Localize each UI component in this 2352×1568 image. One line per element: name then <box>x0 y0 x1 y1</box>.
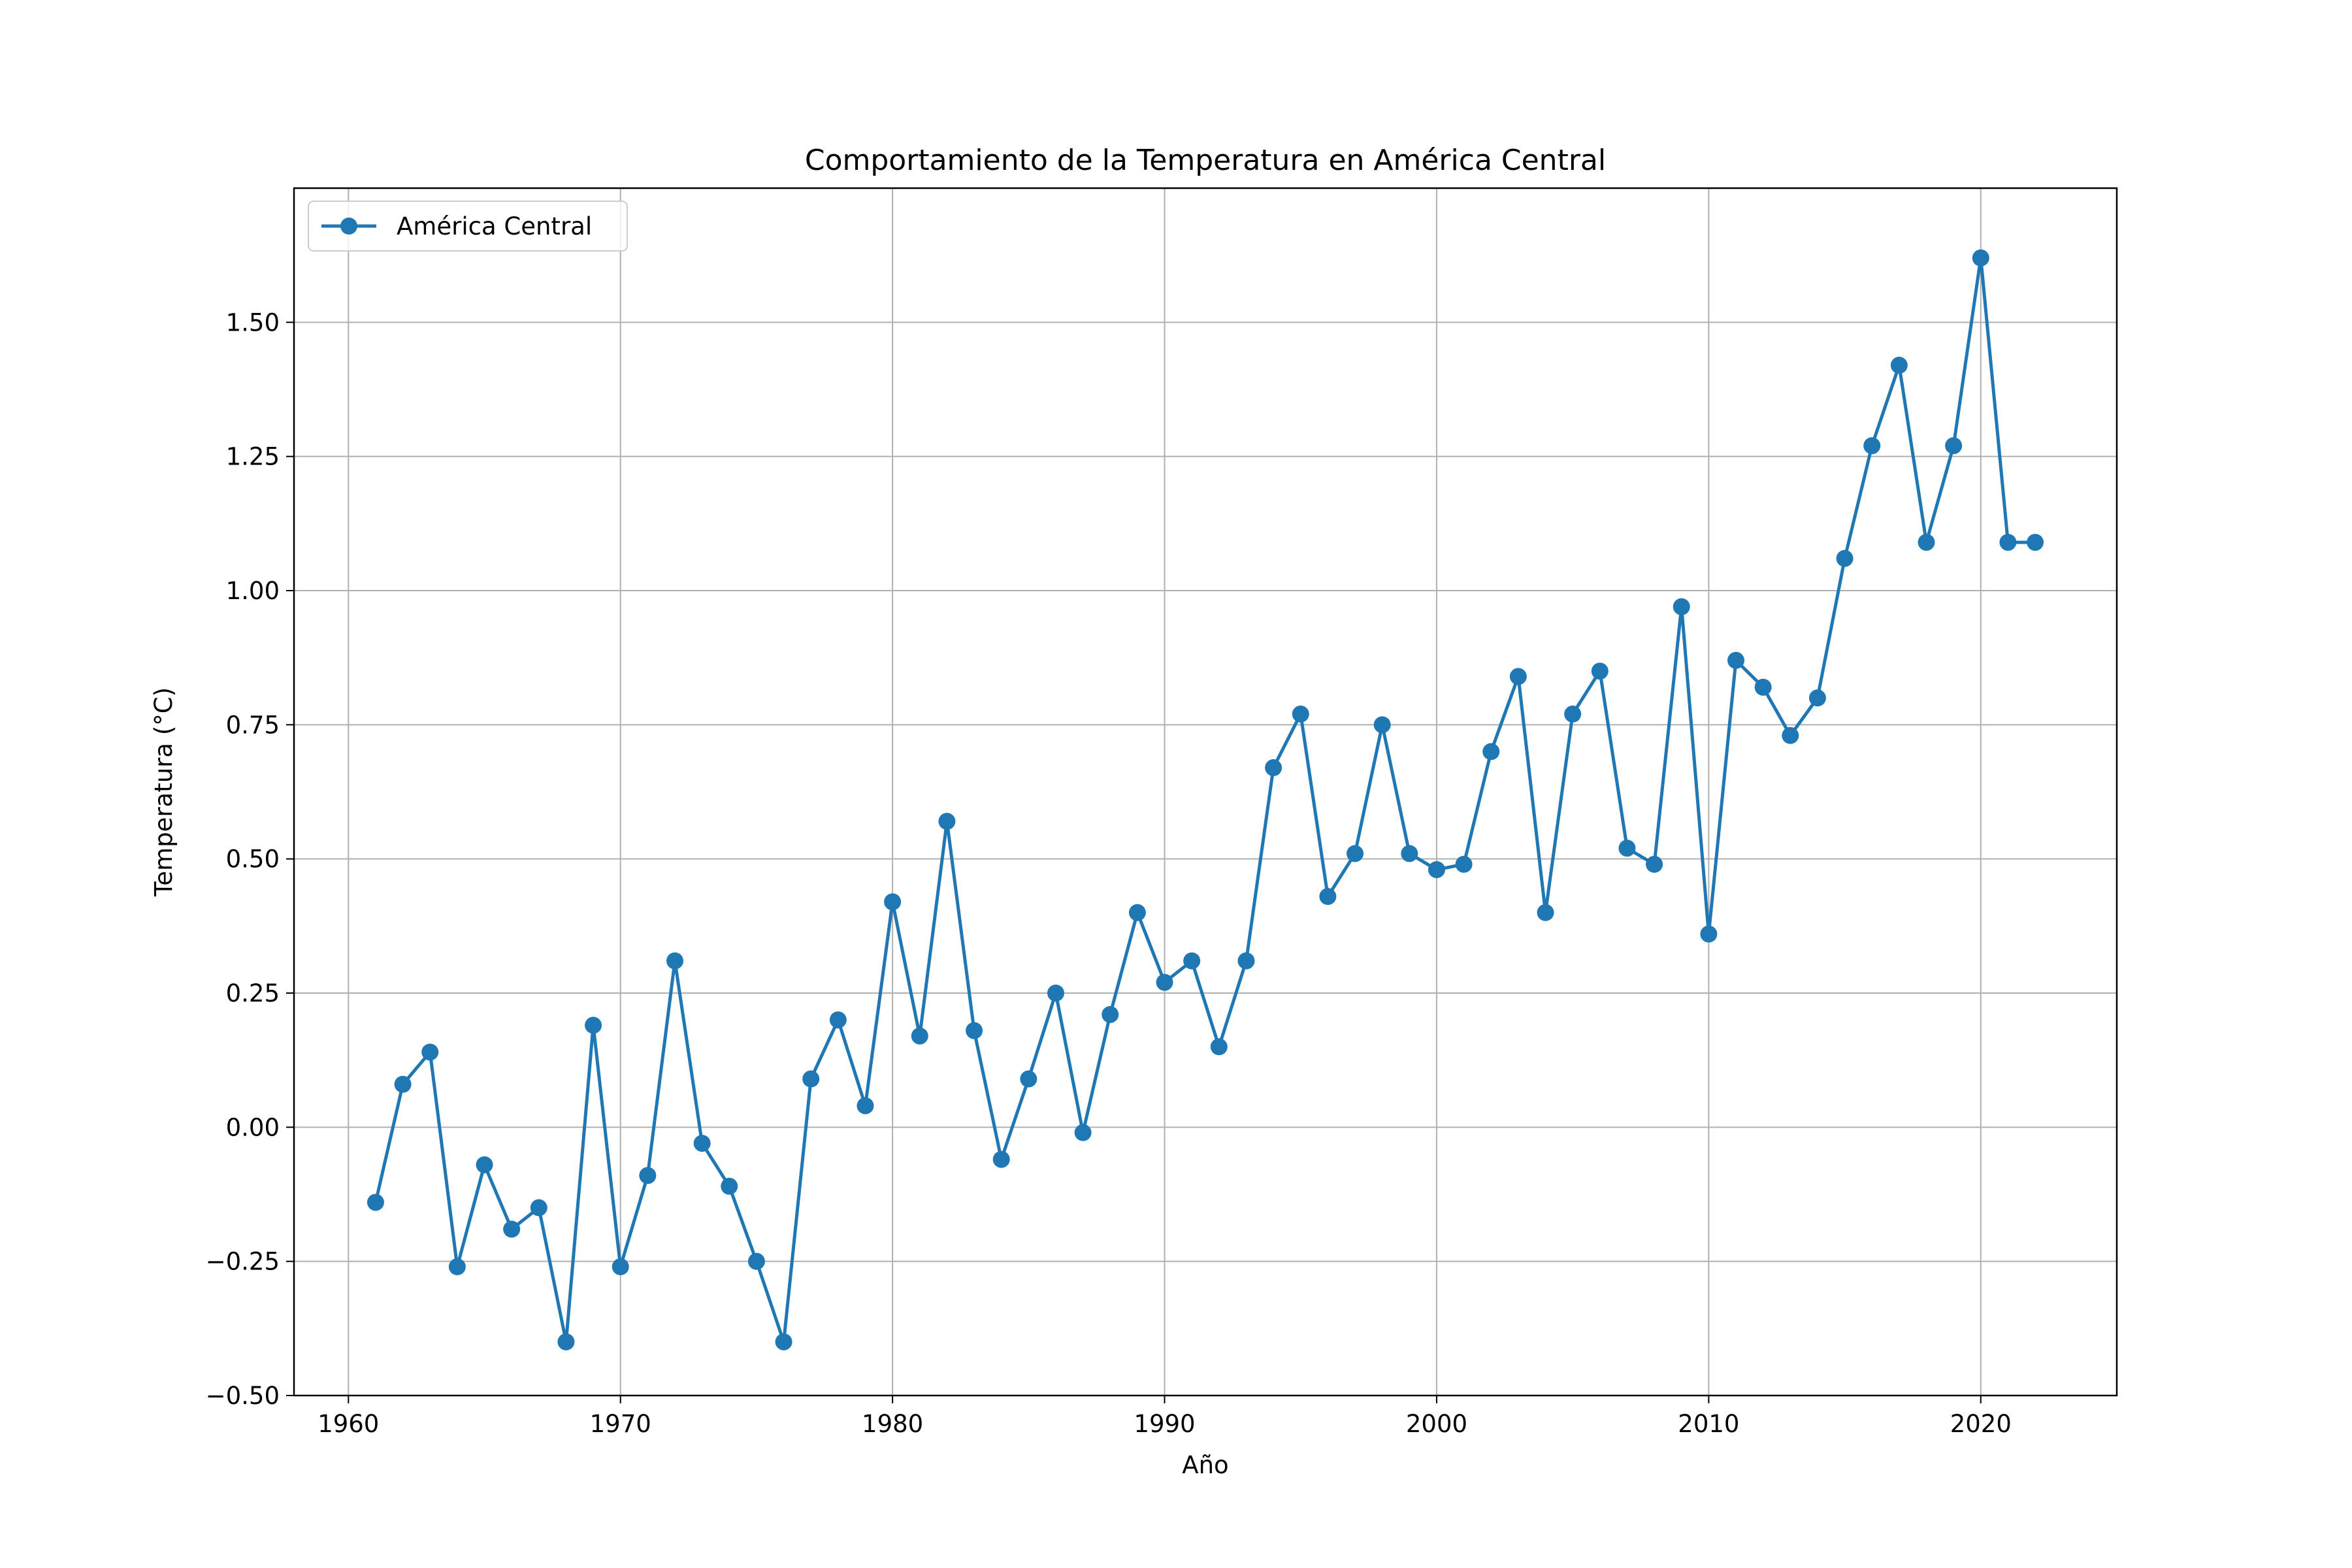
data-point <box>857 1097 874 1115</box>
data-point <box>557 1333 575 1350</box>
y-tick-label: 1.50 <box>226 308 280 336</box>
data-point <box>1999 534 2017 551</box>
data-point <box>1373 716 1391 734</box>
data-point <box>1047 985 1064 1002</box>
data-point <box>1237 952 1255 970</box>
y-tick-label: 0.75 <box>226 711 280 739</box>
data-point <box>612 1258 629 1275</box>
data-point <box>1863 437 1881 455</box>
data-point <box>1836 549 1854 567</box>
legend: América Central <box>308 201 628 252</box>
data-point <box>1700 925 1718 943</box>
data-point <box>666 952 683 970</box>
data-point <box>585 1017 602 1034</box>
data-point <box>1808 689 1826 707</box>
data-point <box>1564 705 1582 723</box>
data-point <box>938 813 956 830</box>
data-point <box>476 1156 493 1173</box>
data-point <box>1673 598 1690 615</box>
data-point <box>1102 1005 1119 1023</box>
data-point <box>2027 534 2044 551</box>
data-point <box>1537 904 1554 921</box>
data-point <box>693 1134 711 1152</box>
data-point <box>966 1022 983 1039</box>
x-tick-label: 2010 <box>1678 1410 1739 1438</box>
plot-frame <box>293 187 2118 1397</box>
data-point <box>367 1194 384 1211</box>
data-point <box>747 1252 765 1270</box>
data-point <box>1618 840 1636 857</box>
data-point <box>1945 437 1963 455</box>
x-tick-label: 1980 <box>862 1410 923 1438</box>
data-point <box>1156 973 1173 991</box>
data-point <box>802 1070 820 1088</box>
y-tick-label: 1.00 <box>226 577 280 605</box>
x-tick-label: 1960 <box>318 1410 379 1438</box>
x-tick-label: 1970 <box>590 1410 651 1438</box>
y-tick-label: −0.25 <box>206 1248 280 1276</box>
data-point <box>911 1027 928 1045</box>
data-point <box>1265 759 1282 777</box>
data-point <box>1074 1124 1092 1141</box>
data-point <box>1401 845 1418 862</box>
chart-title: Comportamiento de la Temperatura en Amér… <box>805 144 1606 177</box>
data-point <box>884 893 902 911</box>
y-tick-label: −0.50 <box>206 1382 280 1410</box>
data-point <box>721 1177 738 1195</box>
data-point <box>1455 855 1473 873</box>
y-tick-label: 0.25 <box>226 979 280 1007</box>
data-point <box>775 1333 792 1350</box>
data-point <box>1918 534 1935 551</box>
series-layer <box>367 249 2044 1350</box>
data-point <box>992 1151 1010 1168</box>
y-tick-label: 1.25 <box>226 443 280 471</box>
data-point <box>1591 662 1609 680</box>
data-point <box>1754 678 1772 696</box>
data-point <box>1646 855 1663 873</box>
data-point <box>421 1043 439 1061</box>
data-point <box>1890 357 1908 374</box>
y-axis-label: Temperatura (°C) <box>150 687 178 897</box>
legend-box <box>308 201 628 252</box>
legend-label: América Central <box>397 212 592 240</box>
data-point <box>1782 727 1799 744</box>
data-point <box>1020 1070 1037 1088</box>
y-tick-label: 0.50 <box>226 845 280 874</box>
data-point <box>394 1075 412 1093</box>
data-point <box>503 1220 521 1238</box>
data-point <box>1292 705 1309 723</box>
data-point <box>1482 743 1500 760</box>
data-point <box>448 1258 466 1275</box>
x-tick-label: 2020 <box>1950 1410 2012 1438</box>
data-point <box>1972 249 1989 267</box>
data-point <box>1509 668 1527 685</box>
data-point <box>1128 904 1146 921</box>
data-point <box>1210 1038 1228 1056</box>
legend-marker-sample <box>340 218 357 235</box>
x-tick-label: 1990 <box>1134 1410 1195 1438</box>
data-point <box>829 1011 847 1029</box>
data-point <box>639 1167 657 1184</box>
data-point <box>1347 845 1364 862</box>
data-point <box>1428 861 1445 879</box>
data-point <box>1319 888 1337 906</box>
y-axis-ticks: −0.50 −0.25 0.00 0.25 0.50 0.75 1.00 1.25 1.50 <box>206 308 294 1410</box>
x-tick-label: 2000 <box>1406 1410 1467 1438</box>
data-point <box>1183 952 1201 970</box>
x-axis-label: Año <box>1182 1451 1228 1479</box>
data-point <box>530 1199 547 1217</box>
y-tick-label: 0.00 <box>226 1113 280 1141</box>
data-point <box>1727 651 1745 669</box>
x-axis-ticks: 1960 1970 1980 1990 2000 2010 2020 <box>318 1396 2012 1438</box>
